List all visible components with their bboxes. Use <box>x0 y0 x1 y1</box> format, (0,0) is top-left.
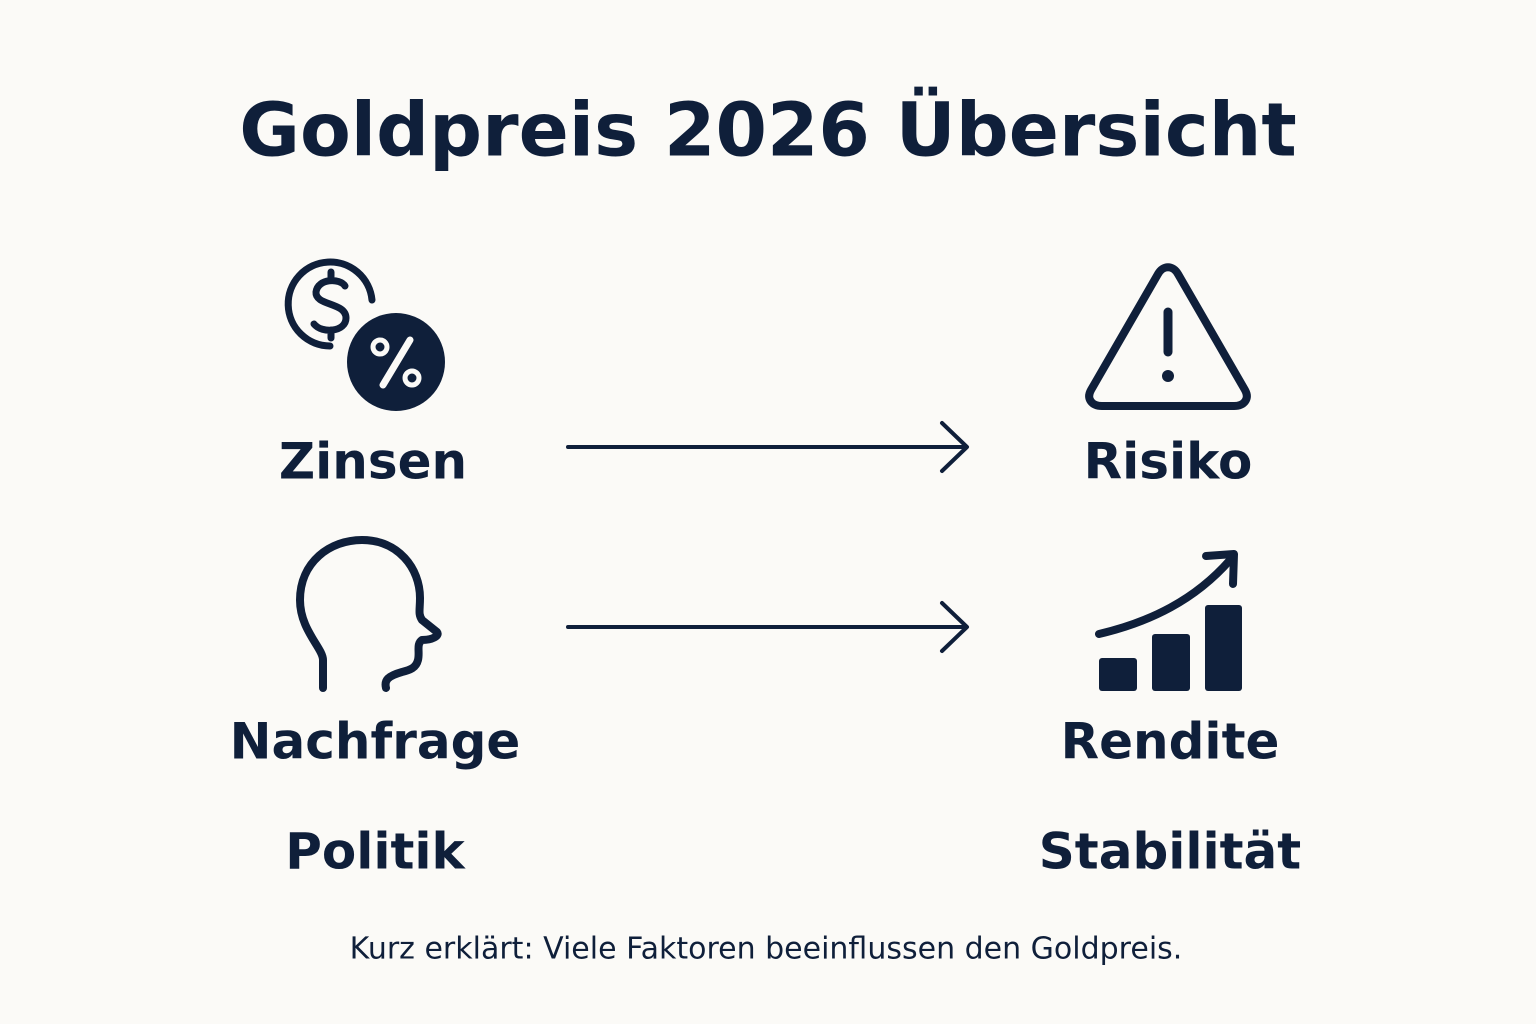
arrow <box>566 421 969 473</box>
effect-label: Stabilität <box>1039 823 1301 881</box>
caption: Kurz erklärt: Viele Faktoren beeinflusse… <box>350 932 1183 967</box>
title: Goldpreis 2026 Übersicht <box>239 86 1297 174</box>
factor-label: Zinsen <box>279 433 467 491</box>
effect-label: Risiko <box>1084 433 1253 491</box>
factor-label: Politik <box>285 823 466 881</box>
arrow <box>566 601 969 653</box>
effect-label: Rendite <box>1061 713 1280 771</box>
return-icon <box>1095 550 1242 691</box>
demand-icon <box>296 536 442 692</box>
risk-icon <box>1085 263 1251 410</box>
interest-icon <box>284 258 445 411</box>
factor-label: Nachfrage <box>230 713 521 771</box>
